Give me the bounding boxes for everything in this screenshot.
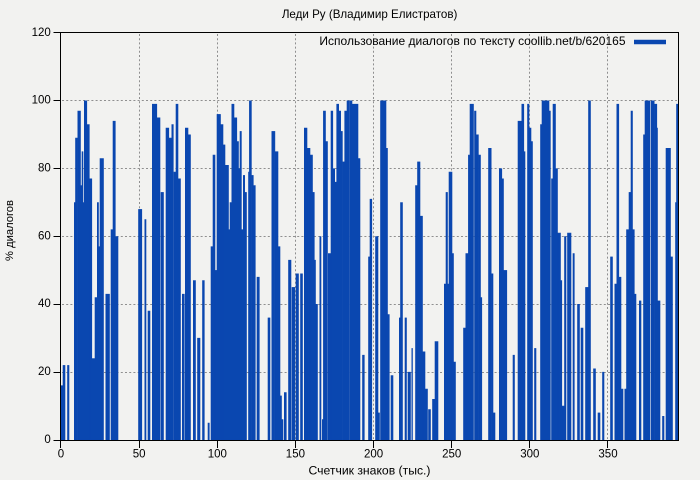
svg-text:200: 200 [364, 449, 383, 461]
svg-text:40: 40 [38, 298, 51, 310]
svg-text:80: 80 [38, 163, 51, 175]
svg-text:100: 100 [32, 95, 51, 107]
svg-text:150: 150 [286, 449, 305, 461]
svg-text:300: 300 [520, 449, 539, 461]
svg-text:% диалогов: % диалогов [4, 200, 16, 261]
svg-text:Использование диалогов по текс: Использование диалогов по тексту coollib… [319, 34, 625, 48]
svg-text:100: 100 [208, 449, 227, 461]
svg-text:50: 50 [133, 449, 146, 461]
svg-text:250: 250 [442, 449, 461, 461]
svg-text:0: 0 [44, 434, 50, 446]
svg-text:20: 20 [38, 366, 51, 378]
svg-text:60: 60 [38, 230, 51, 242]
svg-text:Счетчик знаков (тыс.): Счетчик знаков (тыс.) [309, 464, 431, 478]
svg-text:0: 0 [58, 449, 64, 461]
svg-text:350: 350 [598, 449, 617, 461]
svg-text:Леди Ру (Владимир Елистратов): Леди Ру (Владимир Елистратов) [282, 8, 458, 21]
svg-text:120: 120 [32, 27, 51, 39]
